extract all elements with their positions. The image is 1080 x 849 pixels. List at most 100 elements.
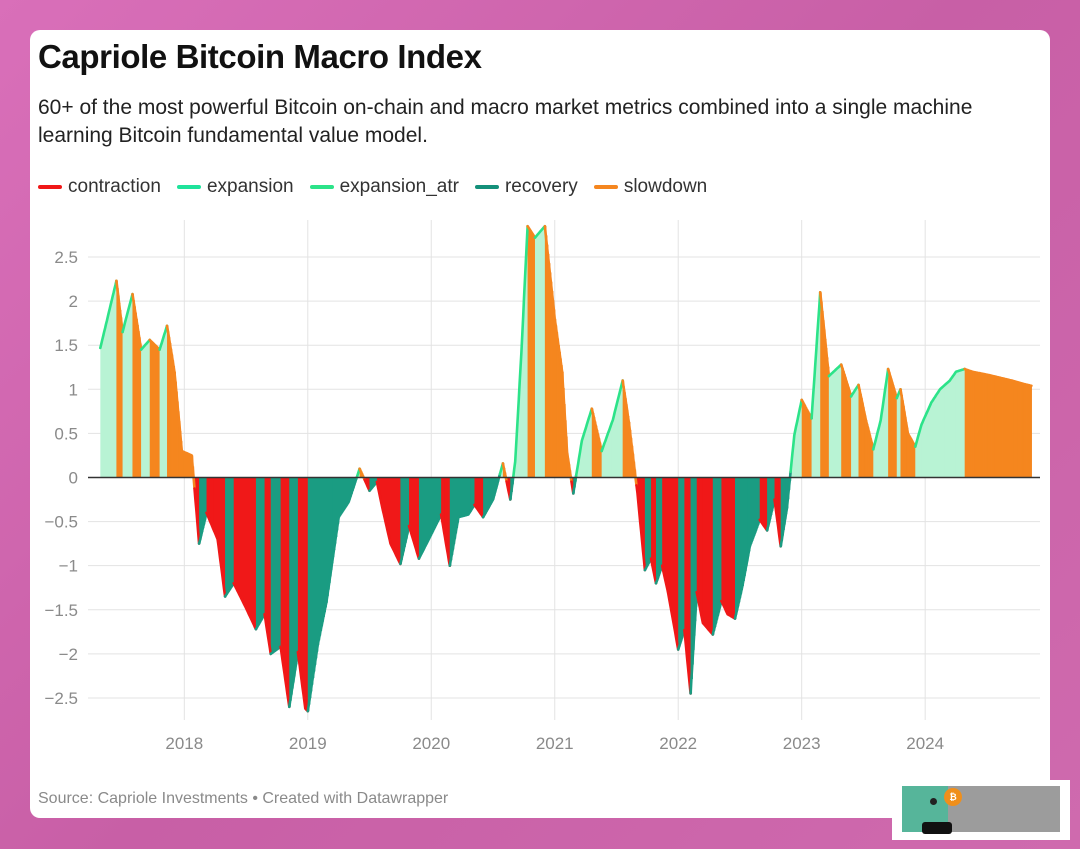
area-slice [487,477,489,511]
area-slice [941,387,944,478]
area-slice [282,477,285,661]
area-slice [967,370,969,478]
area-slice [997,377,1000,478]
area-slice [415,477,418,549]
area-slice [910,438,913,478]
area-slice [432,477,435,532]
legend-item-expansion-atr[interactable]: expansion_atr [309,176,459,198]
legend-item-recovery[interactable]: recovery [474,176,578,198]
area-slice [767,477,769,531]
area-slice [476,477,478,508]
area-slice [824,329,826,478]
series-line-segment [733,518,762,620]
area-slice [765,477,767,528]
area-slice [875,442,877,478]
area-slice [233,477,236,584]
area-slice [294,477,296,677]
area-slice [740,477,743,595]
legend-item-contraction[interactable]: contraction [38,176,161,198]
y-tick-label: 0.5 [54,424,78,443]
area-slice [651,477,653,559]
area-slice [158,348,161,478]
legend-item-slowdown[interactable]: slowdown [593,176,707,198]
area-slice [970,371,972,478]
area-slice [224,477,226,590]
area-slice [358,471,361,478]
area-slice [172,360,175,478]
area-slice [835,369,838,478]
area-slice [295,477,298,665]
area-slice [392,477,395,548]
area-slice [428,477,431,540]
area-slice [283,477,286,667]
area-slice [176,391,178,478]
series-line-segment [439,513,452,568]
area-slice [289,477,291,707]
area-slice [200,477,203,536]
area-slice [878,427,881,478]
area-slice [311,477,314,685]
area-slice [591,408,594,478]
y-tick-label: 0 [69,468,78,487]
area-slice [589,415,592,478]
area-slice [393,477,396,550]
area-slice [146,343,149,478]
series-line-segment [254,612,266,631]
area-slice [306,477,309,711]
area-slice [401,477,403,560]
area-slice [902,400,904,478]
area-slice [424,477,427,547]
area-slice [840,365,842,478]
area-slice [373,477,375,487]
area-slice [279,477,282,648]
area-slice [103,336,105,478]
area-slice [205,477,208,517]
area-slice [771,477,774,512]
area-slice [525,262,528,478]
area-slice [821,301,823,478]
area-slice [560,358,562,478]
area-slice [160,346,163,478]
area-slice [106,324,108,478]
area-slice [925,415,928,478]
legend-item-expansion[interactable]: expansion [176,176,294,198]
y-tick-label: 1.5 [54,336,78,355]
area-slice [583,434,586,478]
area-slice [896,398,899,478]
area-slice [142,348,144,478]
area-slice [813,390,816,478]
area-slice [297,477,300,653]
area-slice [680,477,683,642]
area-slice [799,408,802,478]
area-slice [398,477,401,560]
area-slice [676,477,678,639]
area-slice [1009,380,1012,478]
series-line-segment [306,475,359,713]
area-slice [597,434,600,478]
area-slice [917,440,919,478]
area-slice [615,408,618,478]
area-slice [520,367,523,478]
area-slice [433,477,436,530]
area-slice [231,477,234,587]
area-slice [730,477,732,616]
area-slice [975,372,978,478]
area-slice [119,302,121,478]
area-slice [111,300,114,478]
sticker-overlay: ₿ [892,780,1070,840]
area-slice [449,477,452,566]
area-slice [518,399,521,478]
area-slice [618,396,621,478]
area-slice [261,477,264,620]
area-slice [693,477,695,651]
area-slice [281,477,284,654]
area-slice [806,409,809,478]
area-slice [1000,377,1003,478]
area-slice [674,477,676,628]
area-slice [823,320,825,478]
area-slice [588,418,591,478]
series-line-segment [193,487,201,545]
series-line-segment [131,292,143,351]
area-slice [140,343,142,478]
area-slice [764,477,766,527]
